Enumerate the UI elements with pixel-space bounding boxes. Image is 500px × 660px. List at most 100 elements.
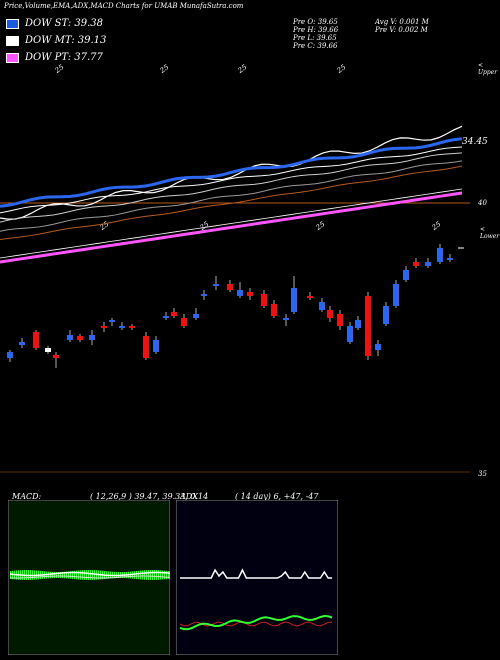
candle-body-41 [447, 258, 453, 260]
legend-swatch-pt [6, 52, 19, 63]
candle-body-33 [365, 296, 371, 356]
macd-hist-64 [138, 570, 140, 580]
candle-body-39 [425, 262, 431, 266]
legend-dow-pt: DOW PT: 37.77 [6, 52, 103, 63]
macd-hist-30 [70, 571, 72, 579]
legend-swatch-mt [6, 35, 19, 46]
ema-pt-line [0, 191, 463, 264]
macd-hist-78 [166, 570, 168, 580]
ema-mid2-line [0, 152, 463, 223]
macd-hist-34 [78, 570, 80, 580]
macd-line [9, 571, 170, 577]
candle-body-13 [153, 340, 159, 352]
macd-hist-35 [80, 570, 82, 580]
candle-body-22 [247, 292, 253, 296]
stat-open: Pre O: 39.65 [293, 18, 338, 26]
adx-line [180, 568, 333, 579]
candle-body-24 [271, 304, 277, 316]
candle-body-15 [171, 312, 177, 316]
macd-hist-66 [142, 570, 144, 580]
candle-body-0 [7, 352, 13, 358]
stat-high: Pre H: 39.66 [293, 26, 339, 34]
ema-value-label: 34.45 [462, 137, 488, 147]
candle-body-19 [213, 284, 219, 286]
ema-short-line [0, 137, 463, 208]
macd-hist-31 [72, 571, 74, 579]
ema-pt-edge-line [0, 188, 463, 259]
macd-hist-39 [88, 570, 90, 580]
candle-body-28 [319, 302, 325, 310]
price-line-white [0, 125, 463, 220]
macd-layer [9, 501, 170, 654]
candle-body-25 [283, 318, 289, 320]
candle-body-20 [227, 284, 233, 290]
macd-hist-41 [92, 570, 94, 580]
candle-body-37 [403, 270, 409, 280]
candle-body-40 [437, 248, 443, 262]
legend-label-st: DOW ST: 39.38 [25, 18, 104, 29]
macd-hist-27 [64, 571, 66, 579]
candle-body-8 [101, 326, 107, 328]
ema-mid-line [0, 146, 463, 214]
macd-hist-67 [144, 570, 146, 580]
macd-hist-38 [86, 570, 88, 580]
macd-hist-25 [60, 571, 62, 579]
macd-hist-29 [68, 571, 70, 579]
candle-body-12 [143, 336, 149, 358]
candle-body-9 [109, 320, 115, 322]
candle-body-36 [393, 284, 399, 306]
candle-body-23 [261, 294, 267, 306]
adx-plus-di-line [179, 615, 333, 631]
macd-hist-62 [134, 571, 136, 579]
upper-band-label: < Upper [478, 62, 498, 76]
candle-body-21 [237, 290, 243, 296]
candle-body-10 [119, 326, 125, 328]
adx-values: ( 14 day) 6, +47, -47 [235, 492, 319, 501]
macd-hist-22 [54, 571, 56, 579]
legend-swatch-st [6, 18, 19, 29]
macd-hist-36 [82, 570, 84, 580]
legend-label-pt: DOW PT: 37.77 [25, 52, 103, 63]
candle-body-29 [327, 310, 333, 318]
candle-body-5 [67, 335, 73, 340]
macd-hist-40 [90, 570, 92, 580]
macd-hist-76 [162, 570, 164, 580]
macd-hist-74 [158, 570, 160, 580]
lower-band-label: < Lower [480, 226, 500, 240]
macd-hist-79 [168, 571, 170, 579]
adx-label: ADX [180, 492, 198, 501]
candle-body-31 [347, 326, 353, 342]
macd-hist-71 [152, 570, 154, 580]
candle-body-16 [181, 318, 187, 326]
macd-hist-70 [150, 570, 152, 580]
price-layer [0, 125, 470, 473]
candle-body-18 [201, 294, 207, 296]
macd-hist-73 [156, 570, 158, 580]
candle-body-26 [291, 288, 297, 312]
chart-title: Price,Volume,EMA,ADX,MACD Charts for UMA… [4, 2, 244, 10]
macd-hist-26 [62, 571, 64, 579]
macd-hist-42 [94, 570, 96, 580]
macd-hist-21 [52, 571, 54, 579]
legend-label-mt: DOW MT: 39.13 [25, 35, 107, 46]
stat-low: Pre L: 39.65 [293, 34, 337, 42]
macd-hist-37 [84, 570, 86, 580]
macd-hist-32 [74, 570, 76, 580]
stat-close: Pre C: 39.66 [293, 42, 338, 50]
candle-body-3 [45, 348, 51, 352]
adx-layer [179, 568, 333, 631]
candle-body-2 [33, 332, 39, 348]
macd-label: MACD: [12, 492, 42, 501]
candle-body-7 [89, 335, 95, 340]
adx-minus-di-line [179, 621, 333, 627]
legend-dow-mt: DOW MT: 39.13 [6, 35, 106, 46]
level-35-label: 35 [478, 470, 487, 478]
candle-body-6 [77, 336, 83, 340]
macd-hist-77 [164, 570, 166, 580]
candle-body-34 [375, 344, 381, 350]
candle-body-11 [129, 326, 135, 328]
stat-volume: Pre V: 0.002 M [375, 26, 428, 34]
macd-hist-20 [50, 571, 52, 579]
macd-hist-23 [56, 571, 58, 579]
